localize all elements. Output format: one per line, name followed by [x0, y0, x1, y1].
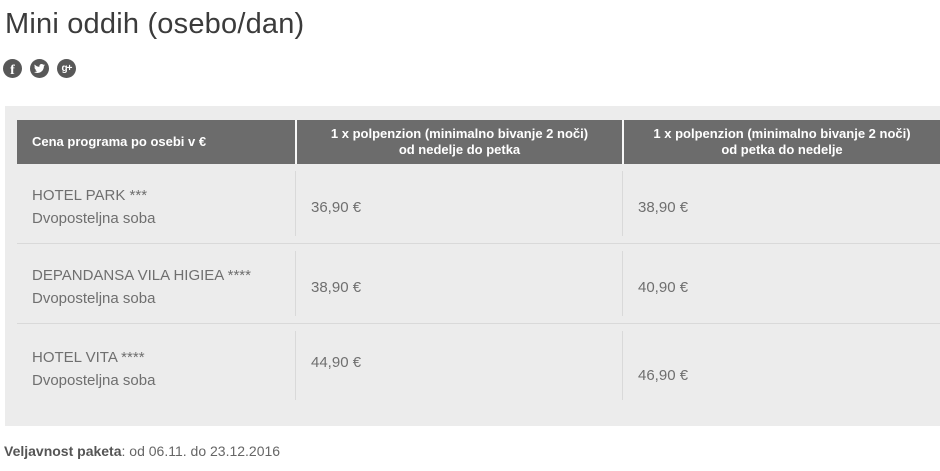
header-label-line2: od nedelje do petka: [398, 142, 521, 157]
price-value: 38,90 €: [638, 199, 689, 216]
header-cell-sun-fri: 1 x polpenzion (minimalno bivanje 2 noči…: [295, 120, 622, 164]
table-row-vila-higiea: DEPANDANSA VILA HIGIEA **** Dvoposteljna…: [17, 243, 940, 323]
social-share-row: f g+: [3, 59, 940, 79]
header-label-line1: 1 x polpenzion (minimalno bivanje 2 noči…: [653, 126, 911, 141]
price-table: Cena programa po osebi v € 1 x polpenzio…: [17, 120, 940, 407]
page-title: Mini oddih (osebo/dan): [5, 8, 305, 40]
header-label: Cena programa po osebi v €: [32, 134, 207, 149]
twitter-share-button[interactable]: [30, 59, 49, 78]
hotel-name: DEPANDANSA VILA HIGIEA ****: [32, 267, 251, 284]
table-header-row: Cena programa po osebi v € 1 x polpenzio…: [17, 120, 940, 164]
price-cell-sun-fri: 36,90 €: [295, 164, 622, 243]
hotel-cell: HOTEL VITA **** Dvoposteljna soba: [17, 324, 295, 407]
price-cell-sun-fri: 44,90 €: [295, 324, 622, 407]
table-row-hotel-park: HOTEL PARK *** Dvoposteljna soba 36,90 €…: [17, 164, 940, 243]
googleplus-icon: g+: [61, 62, 73, 74]
room-type: Dvoposteljna soba: [32, 290, 156, 307]
room-type: Dvoposteljna soba: [32, 372, 156, 389]
header-label-line2: od petka do nedelje: [721, 142, 843, 157]
googleplus-share-button[interactable]: g+: [57, 59, 76, 78]
price-value: 36,90 €: [311, 199, 362, 216]
price-value: 40,90 €: [638, 279, 689, 296]
table-row-hotel-vita: HOTEL VITA **** Dvoposteljna soba 44,90 …: [17, 323, 940, 407]
room-type: Dvoposteljna soba: [32, 210, 156, 227]
price-value: 38,90 €: [311, 279, 362, 296]
price-value: 44,90 €: [311, 354, 362, 371]
hotel-name: HOTEL PARK ***: [32, 187, 148, 204]
header-cell-program: Cena programa po osebi v €: [17, 120, 295, 164]
package-validity: Veljavnost paketa: od 06.11. do 23.12.20…: [4, 443, 940, 459]
price-cell-sun-fri: 38,90 €: [295, 244, 622, 323]
pricing-panel: Cena programa po osebi v € 1 x polpenzio…: [5, 106, 940, 426]
hotel-cell: HOTEL PARK *** Dvoposteljna soba: [17, 164, 295, 243]
validity-value: : od 06.11. do 23.12.2016: [121, 443, 281, 459]
hotel-name: HOTEL VITA ****: [32, 349, 145, 366]
price-cell-fri-sun: 46,90 €: [622, 324, 940, 407]
price-cell-fri-sun: 38,90 €: [622, 164, 940, 243]
header-cell-fri-sun: 1 x polpenzion (minimalno bivanje 2 noči…: [622, 120, 940, 164]
hotel-cell: DEPANDANSA VILA HIGIEA **** Dvoposteljna…: [17, 244, 295, 323]
price-value: 46,90 €: [638, 367, 689, 384]
validity-label: Veljavnost paketa: [4, 443, 122, 459]
header-label-line1: 1 x polpenzion (minimalno bivanje 2 noči…: [330, 126, 589, 141]
facebook-share-button[interactable]: f: [3, 59, 22, 78]
facebook-icon: f: [10, 62, 15, 78]
price-cell-fri-sun: 40,90 €: [622, 244, 940, 323]
twitter-icon: [34, 63, 45, 74]
